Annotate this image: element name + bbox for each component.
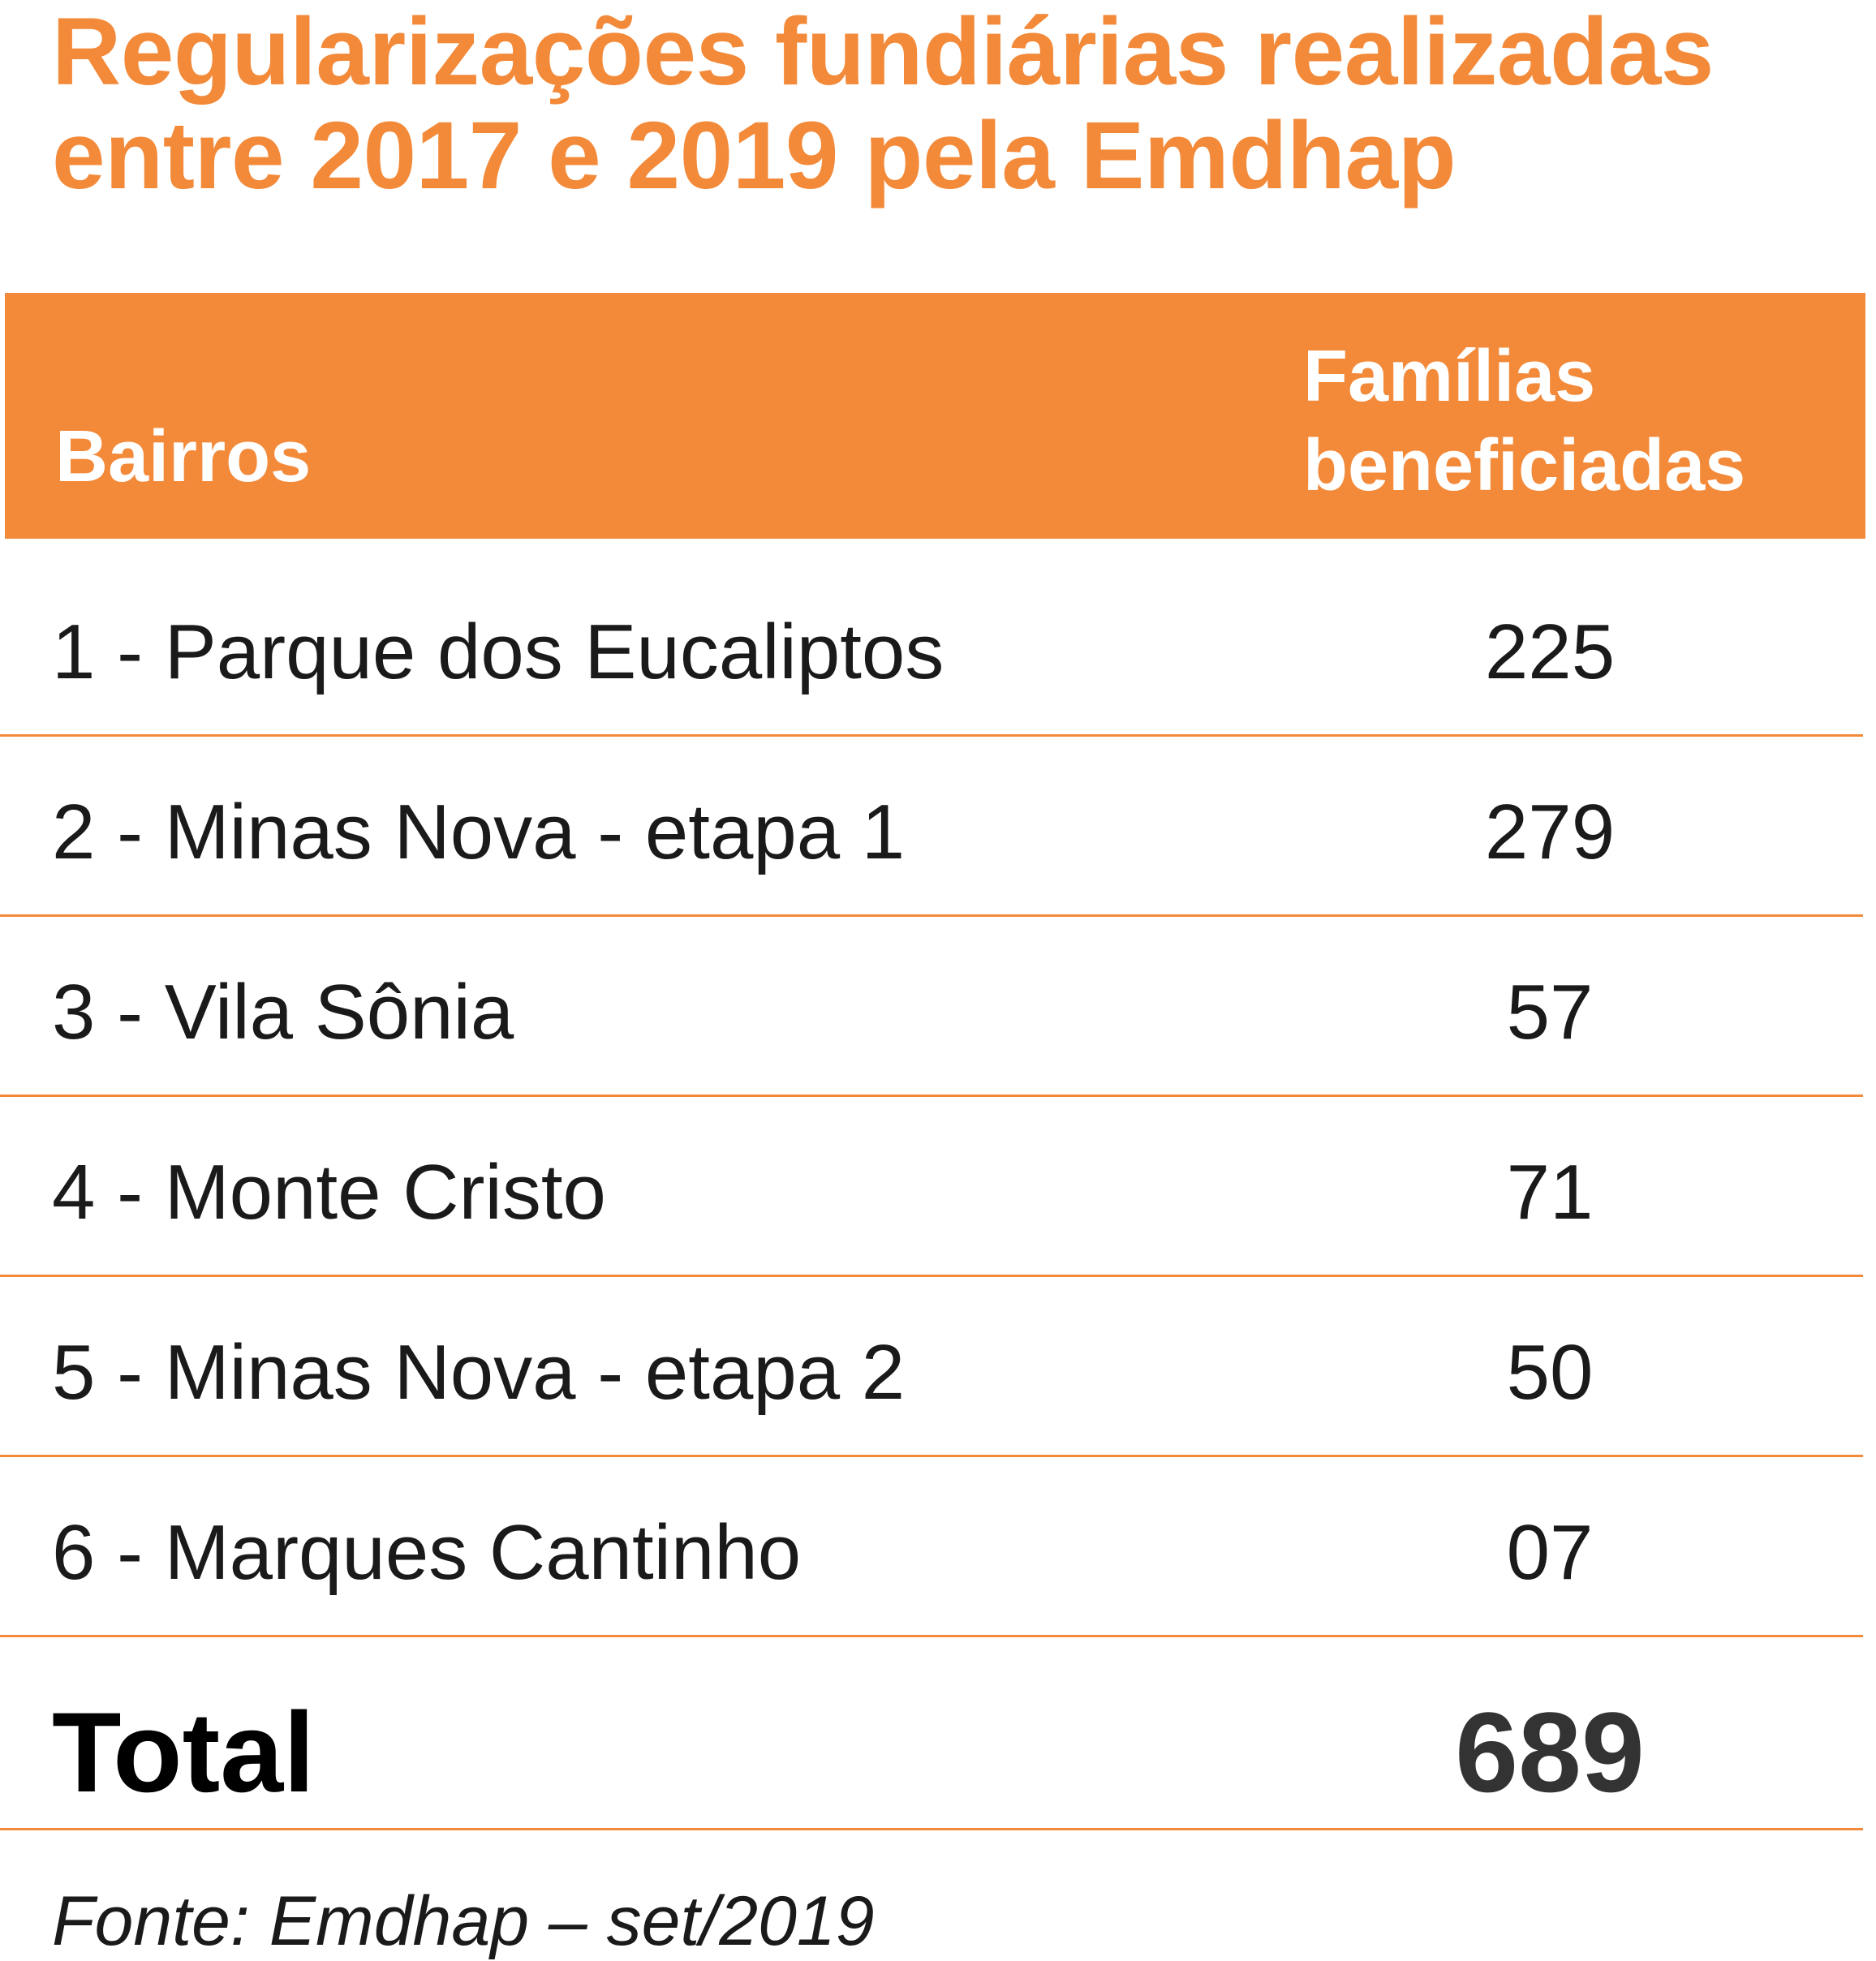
bairro-cell: 6 - Marques Cantinho — [52, 1509, 802, 1596]
column-header-familias-line-1: Famílias — [1303, 336, 1596, 417]
bairro-cell: 1 - Parque dos Eucaliptos — [52, 609, 944, 695]
bairro-cell: 5 - Minas Nova - etapa 2 — [52, 1329, 906, 1416]
bairro-cell: 3 - Vila Sônia — [52, 969, 514, 1056]
table-row: 5 - Minas Nova - etapa 2 50 — [0, 1277, 1863, 1457]
total-label: Total — [52, 1688, 316, 1816]
title-line-1: Regularizações fundiárias realizadas — [52, 0, 1714, 105]
total-value: 689 — [1455, 1688, 1645, 1816]
table-row: 2 - Minas Nova - etapa 1 279 — [0, 737, 1863, 917]
table-total-row: Total 689 — [0, 1637, 1863, 1830]
source-note: Fonte: Emdhap – set/2019 — [52, 1882, 875, 1960]
familias-cell: 71 — [1506, 1149, 1594, 1236]
bairro-cell: 2 - Minas Nova - etapa 1 — [52, 789, 906, 875]
table-row: 4 - Monte Cristo 71 — [0, 1097, 1863, 1277]
bairro-cell: 4 - Monte Cristo — [52, 1149, 606, 1236]
familias-cell: 50 — [1506, 1329, 1594, 1416]
familias-cell: 279 — [1484, 789, 1616, 875]
column-header-familias-line-2: beneficiadas — [1303, 425, 1746, 506]
page-title: Regularizações fundiárias realizadas ent… — [52, 0, 1870, 208]
column-header-bairros: Bairros — [55, 416, 312, 497]
table-row: 1 - Parque dos Eucaliptos 225 — [0, 557, 1863, 737]
familias-cell: 225 — [1484, 609, 1616, 695]
column-header-familias: Famílias beneficiadas — [1303, 332, 1745, 510]
table-header: Bairros Famílias beneficiadas — [5, 293, 1865, 539]
familias-cell: 57 — [1506, 969, 1594, 1056]
title-line-2: entre 2017 e 2019 pela Emdhap — [52, 102, 1456, 209]
table-row: 3 - Vila Sônia 57 — [0, 917, 1863, 1097]
familias-cell: 07 — [1506, 1509, 1594, 1596]
table-row: 6 - Marques Cantinho 07 — [0, 1457, 1863, 1637]
